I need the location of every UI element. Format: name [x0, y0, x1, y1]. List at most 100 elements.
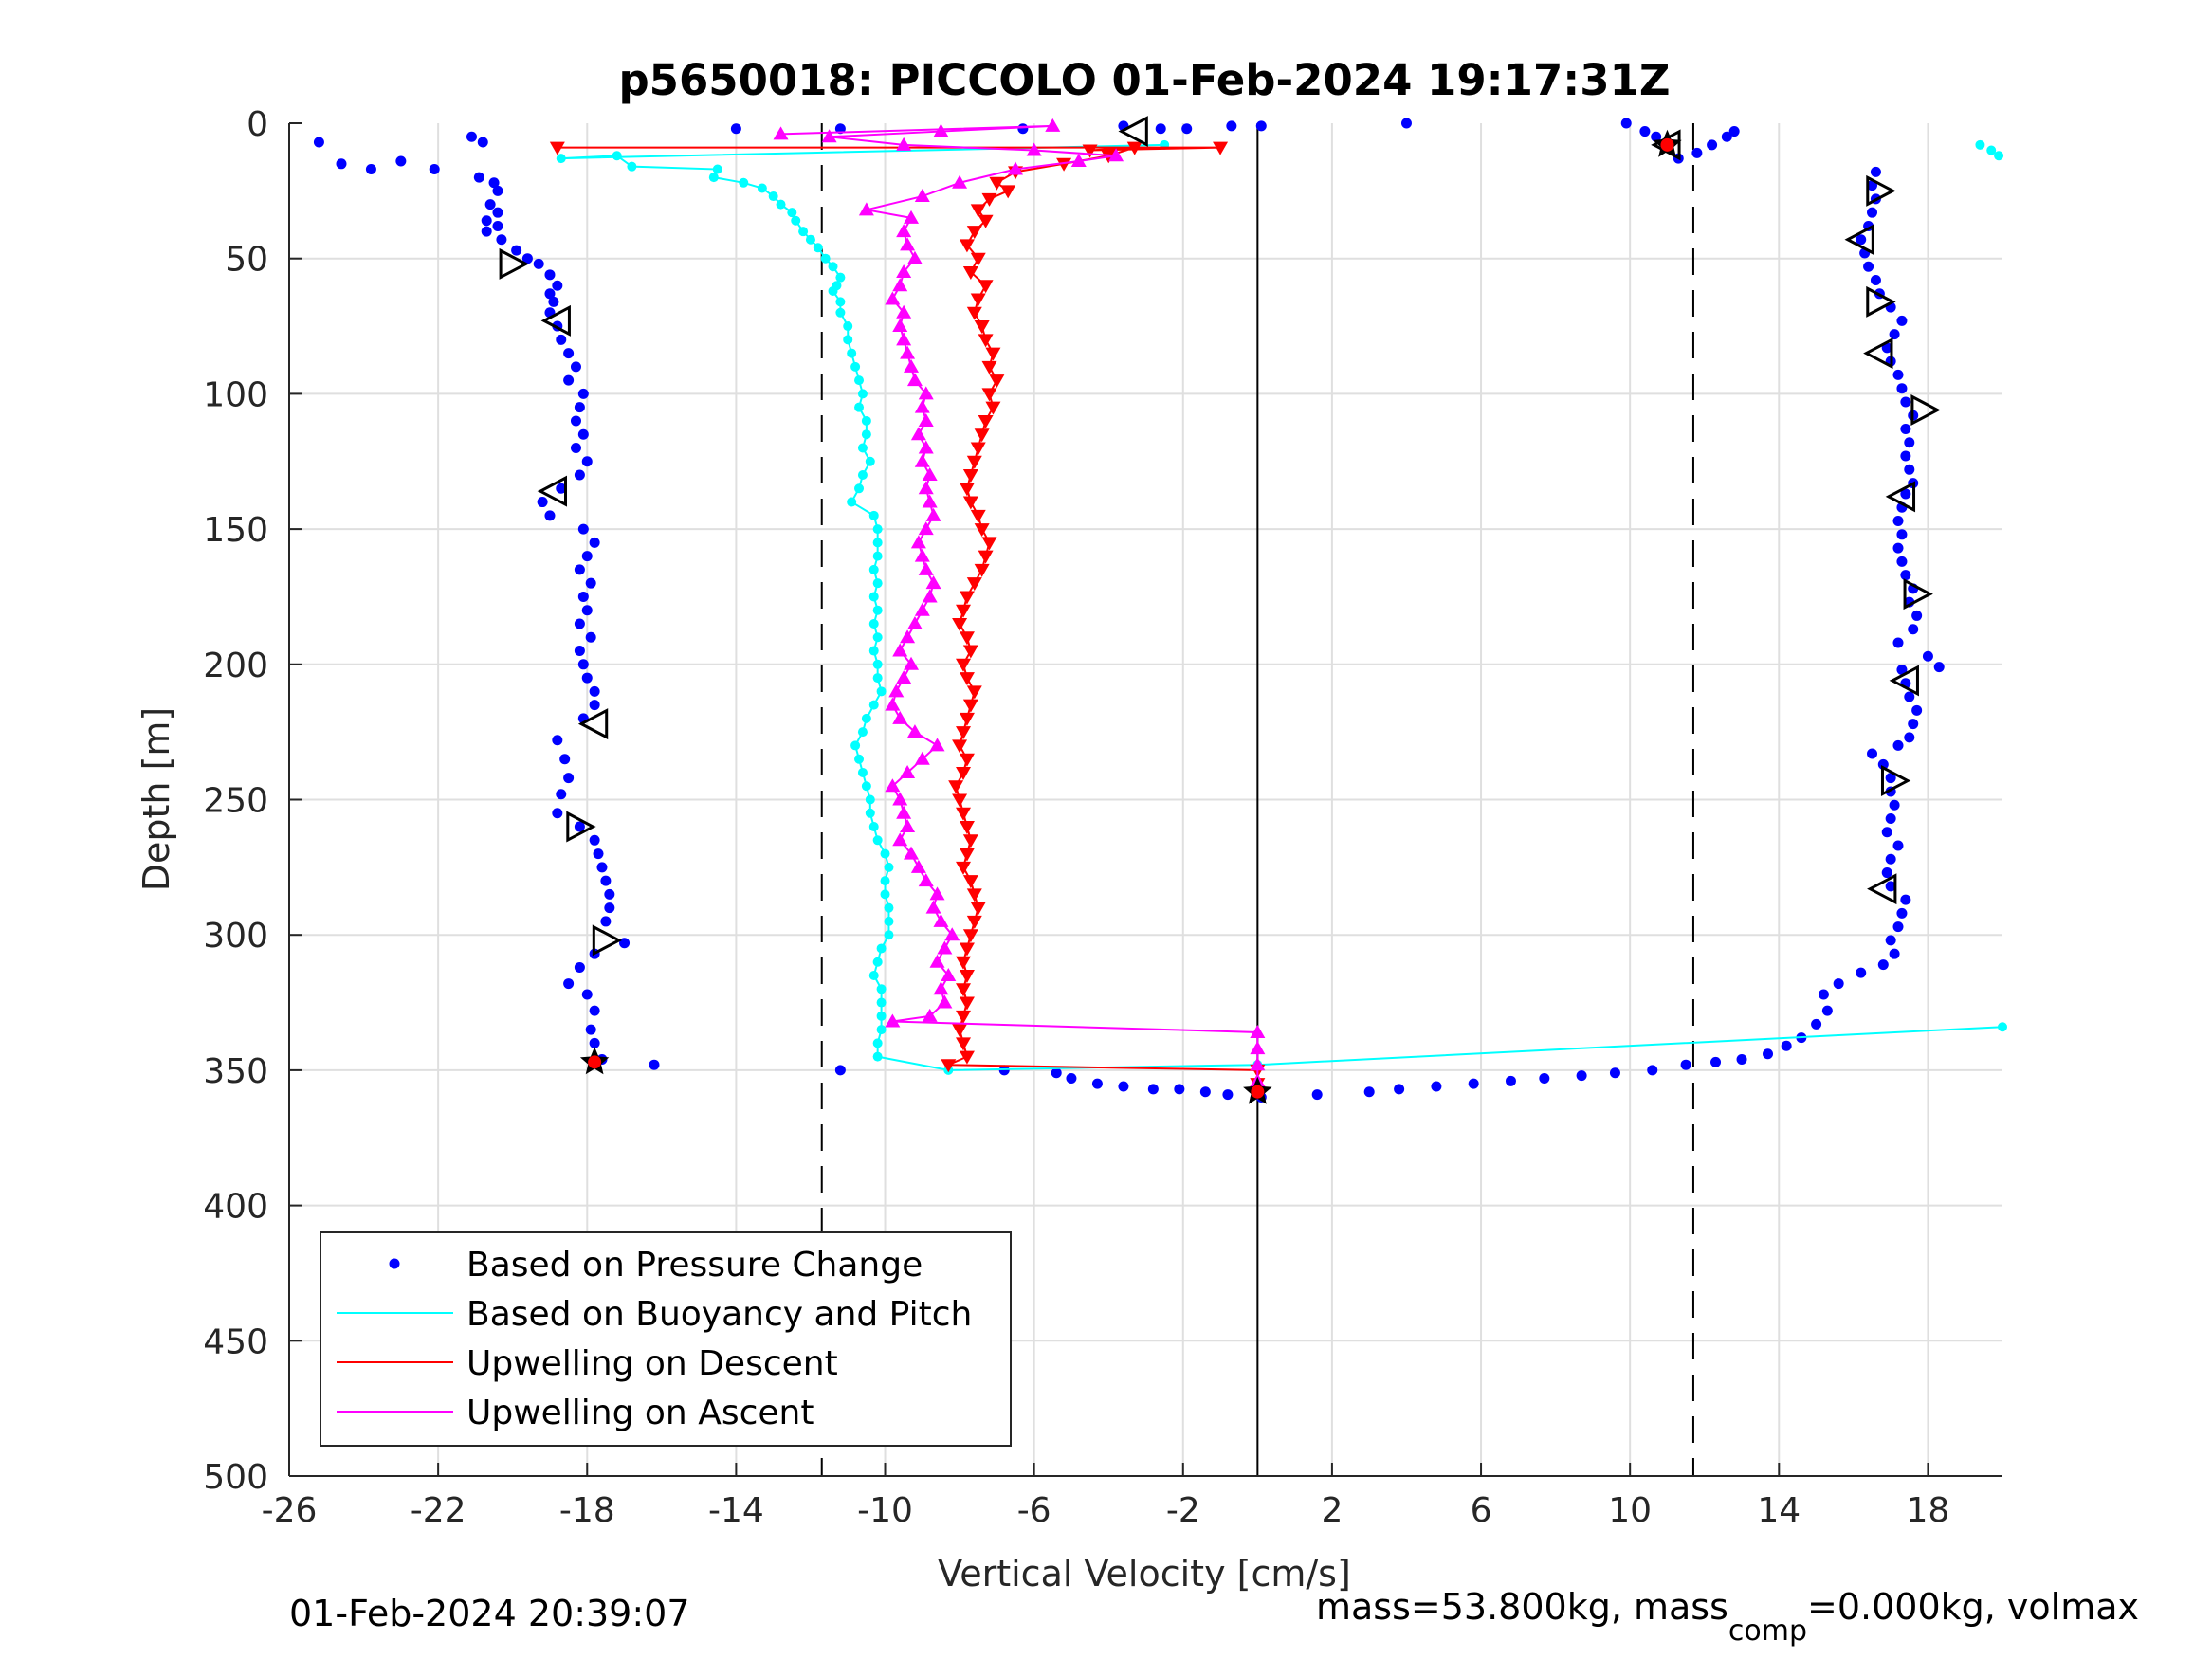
- x-tick-label: 6: [1471, 1491, 1492, 1530]
- pressure-change-point: [1710, 1056, 1722, 1067]
- pressure-change-point: [574, 821, 585, 832]
- pressure-change-point: [481, 215, 492, 227]
- pressure-change-point: [1900, 424, 1911, 435]
- pressure-change-point: [492, 185, 503, 196]
- pressure-change-point: [1051, 1067, 1062, 1079]
- buoyancy-pitch-point: [813, 243, 823, 253]
- direction-triangle-marker: [566, 811, 596, 843]
- legend-swatch-dot: [389, 1258, 400, 1269]
- pressure-change-point: [589, 1005, 600, 1016]
- upwelling-ascent-marker: [896, 332, 912, 346]
- upwelling-descent-marker: [981, 388, 997, 402]
- buoyancy-pitch-point: [872, 1051, 883, 1062]
- y-tick-label: 250: [203, 782, 268, 821]
- upwelling-ascent-marker: [918, 481, 934, 495]
- upwelling-ascent-marker: [914, 189, 930, 203]
- y-tick-label: 50: [225, 241, 268, 280]
- pressure-change-point: [1431, 1081, 1442, 1092]
- buoyancy-pitch-point: [857, 470, 868, 481]
- buoyancy-pitch-point: [868, 618, 879, 629]
- upwelling-ascent-marker: [906, 615, 923, 629]
- x-axis-label: Vertical Velocity [cm/s]: [938, 1553, 1351, 1595]
- upwelling-ascent-marker: [900, 237, 916, 251]
- upwelling-descent-marker: [1056, 157, 1072, 172]
- pressure-change-point: [574, 402, 585, 413]
- buoyancy-pitch-point: [861, 713, 871, 723]
- y-tick-label: 400: [203, 1188, 268, 1227]
- pressure-change-point: [552, 735, 563, 746]
- buoyancy-pitch-point: [828, 285, 838, 296]
- pressure-change-point: [1908, 719, 1919, 730]
- pressure-change-point: [581, 551, 593, 562]
- pressure-change-point: [1863, 261, 1874, 272]
- y-tick-label: 350: [203, 1052, 268, 1091]
- upwelling-ascent-marker: [922, 1008, 938, 1022]
- pressure-change-point: [1181, 123, 1193, 135]
- buoyancy-pitch-point: [872, 578, 883, 589]
- upwelling-ascent-marker: [933, 913, 949, 927]
- buoyancy-pitch-point: [868, 700, 879, 710]
- upwelling-descent-marker: [966, 577, 982, 592]
- legend-label: Upwelling on Ascent: [466, 1394, 814, 1432]
- upwelling-ascent-marker: [900, 629, 916, 644]
- upwelling-descent-marker: [974, 523, 990, 538]
- direction-triangle-marker: [1885, 481, 1916, 513]
- direction-triangle-marker: [1867, 873, 1897, 905]
- upwelling-descent-marker: [959, 672, 975, 686]
- upwelling-ascent-marker: [900, 764, 916, 778]
- pressure-change-point: [313, 137, 324, 148]
- upwelling-descent-marker: [966, 226, 982, 240]
- pressure-change-point: [492, 220, 503, 231]
- pressure-change-point: [563, 374, 575, 386]
- buoyancy-pitch-point: [868, 822, 879, 832]
- pressure-change-point: [1707, 139, 1718, 151]
- buoyancy-pitch-point: [627, 161, 637, 172]
- buoyancy-pitch-point: [865, 794, 875, 805]
- upwelling-descent-marker: [952, 617, 968, 631]
- pressure-change-point: [649, 1059, 660, 1070]
- upwelling-descent-marker: [1126, 141, 1143, 155]
- pressure-change-point: [1647, 1065, 1658, 1076]
- pressure-change-point: [1896, 907, 1908, 919]
- pressure-change-point: [537, 497, 548, 508]
- pressure-change-point: [521, 253, 533, 264]
- pressure-change-point: [1885, 935, 1896, 946]
- legend-label: Based on Pressure Change: [466, 1246, 923, 1285]
- pressure-change-point: [581, 605, 593, 616]
- buoyancy-pitch-point: [861, 429, 871, 440]
- pressure-change-point: [577, 523, 589, 535]
- pressure-change-point: [570, 361, 581, 373]
- buoyancy-pitch-point: [857, 389, 868, 399]
- upwelling-descent-marker: [970, 252, 986, 266]
- buoyancy-pitch-point: [872, 957, 883, 967]
- upwelling-descent-marker: [978, 414, 994, 428]
- upwelling-descent-marker: [978, 334, 994, 348]
- upwelling-descent-marker: [985, 347, 1001, 361]
- buoyancy-pitch-point: [708, 173, 719, 183]
- buoyancy-pitch-point: [835, 297, 846, 307]
- y-tick-label: 200: [203, 647, 268, 685]
- buoyancy-pitch-point: [876, 686, 887, 697]
- pressure-change-point: [1904, 691, 1915, 702]
- upwelling-ascent-marker: [773, 126, 789, 140]
- pressure-change-point: [559, 754, 571, 765]
- pressure-change-point: [596, 862, 608, 873]
- pressure-change-point: [563, 773, 575, 784]
- pressure-change-point: [1811, 1018, 1822, 1030]
- buoyancy-pitch-point: [868, 564, 879, 574]
- pressure-change-point: [570, 415, 581, 427]
- upwelling-descent-marker: [962, 469, 978, 483]
- upwelling-descent-marker: [970, 442, 986, 456]
- pressure-change-point: [1904, 437, 1915, 448]
- upwelling-ascent-marker: [892, 319, 908, 333]
- upwelling-descent-marker: [1213, 141, 1229, 155]
- legend: Based on Pressure Change Based on Buoyanc…: [320, 1231, 1012, 1447]
- pressure-change-point: [1867, 748, 1878, 759]
- pressure-change-point: [1691, 147, 1703, 158]
- buoyancy-pitch-point: [868, 646, 879, 656]
- upwelling-ascent-marker: [885, 778, 901, 793]
- upwelling-ascent-marker: [1070, 153, 1087, 167]
- upwelling-ascent-marker: [904, 656, 920, 670]
- buoyancy-pitch-point: [872, 835, 883, 846]
